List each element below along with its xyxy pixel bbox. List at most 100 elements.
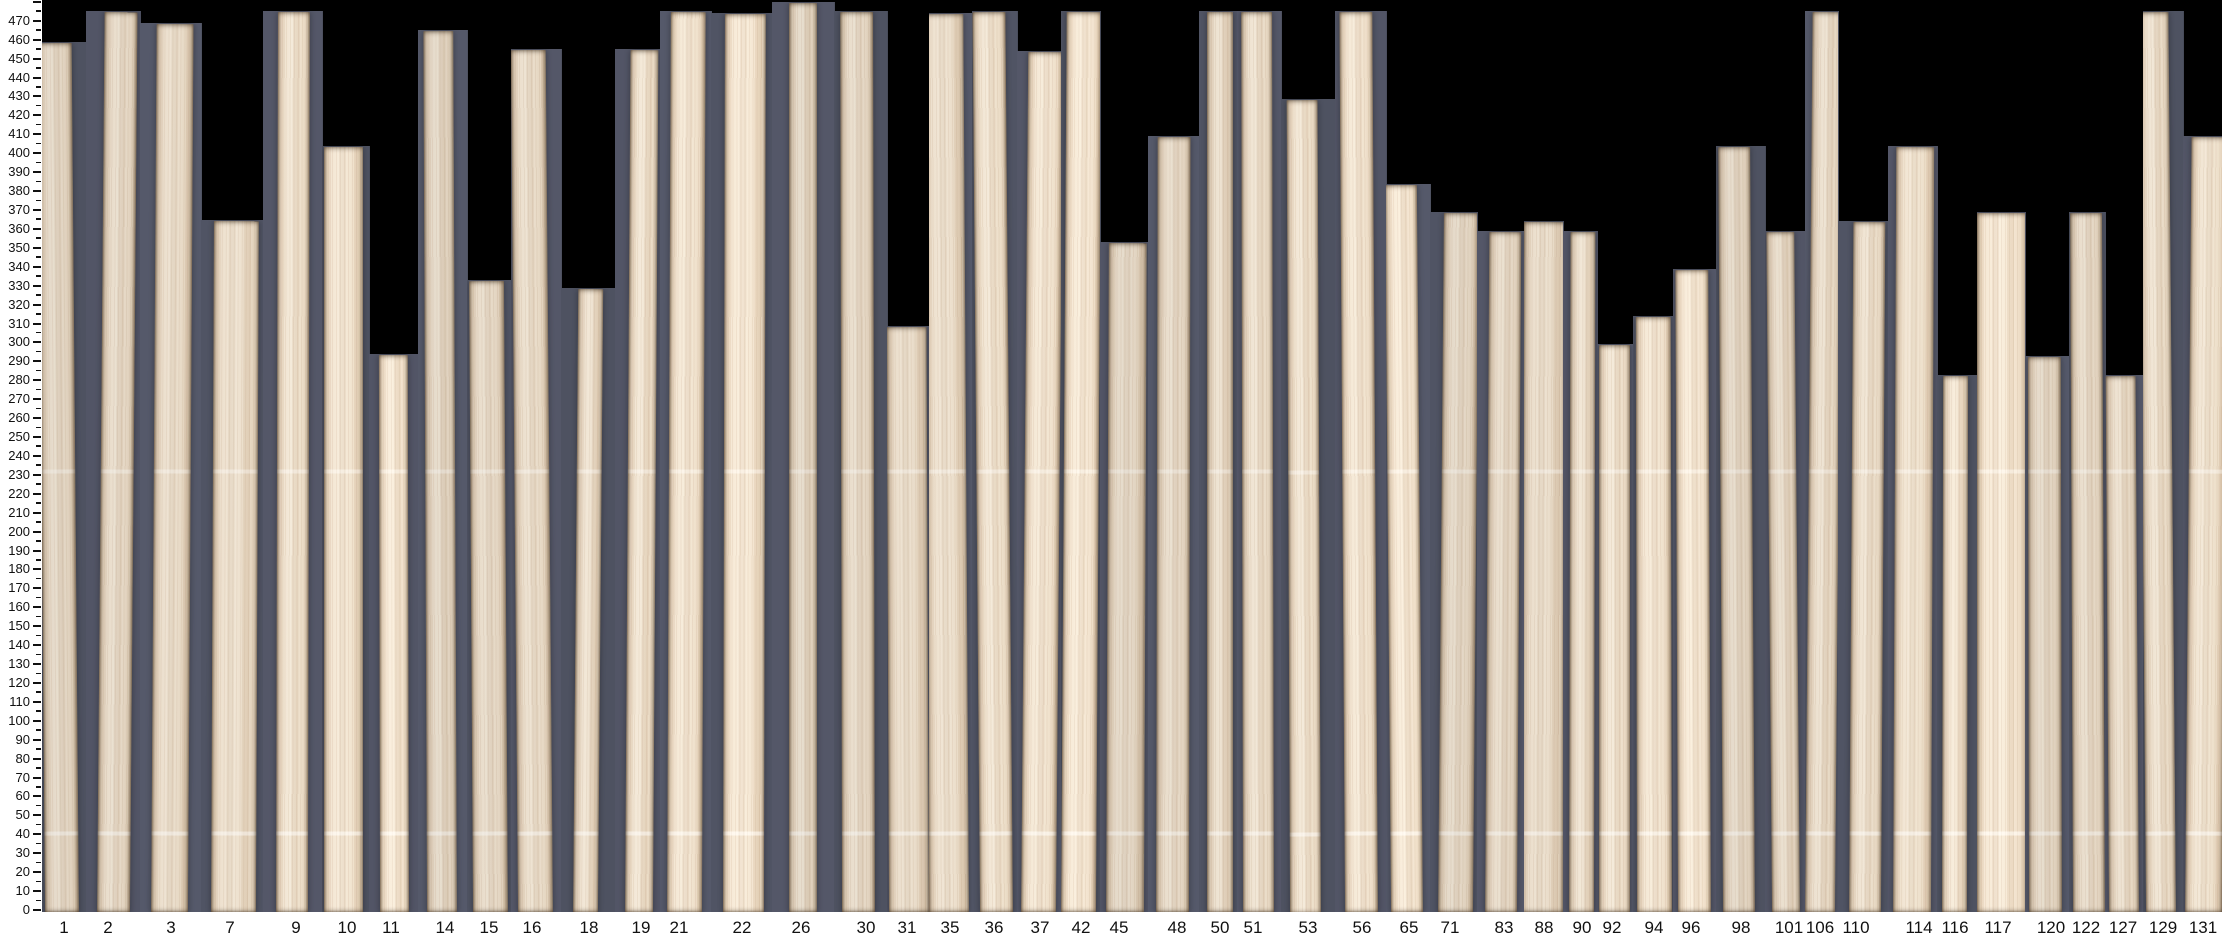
bar-photo-3 <box>139 22 202 912</box>
x-tick-label-37: 37 <box>1030 918 1050 937</box>
wood-plank <box>276 12 311 912</box>
y-tick-label-100: 100 <box>8 712 30 728</box>
wood-plank <box>1437 212 1478 912</box>
bar-photo-21 <box>660 11 712 912</box>
x-tick-label-7: 7 <box>225 918 235 937</box>
wood-plank <box>1021 52 1061 912</box>
x-tick-label-120: 120 <box>2036 918 2066 937</box>
y-major-tick <box>33 568 41 571</box>
bar-photo-31 <box>886 325 930 912</box>
x-tick-label-90: 90 <box>1572 918 1592 937</box>
y-tick-label-450: 450 <box>8 50 30 66</box>
y-minor-tick <box>36 199 41 202</box>
y-tick-label-110: 110 <box>9 693 30 709</box>
y-minor-tick <box>36 823 41 826</box>
wood-plank <box>323 146 363 912</box>
y-major-tick <box>33 663 41 666</box>
wood-plank <box>1106 243 1147 912</box>
y-major-tick <box>33 303 41 306</box>
bar-photo-110 <box>1838 221 1889 912</box>
y-major-tick <box>33 909 41 911</box>
wood-plank <box>42 42 79 912</box>
x-tick-label-83: 83 <box>1494 918 1514 937</box>
bar-photo-117 <box>1976 212 2026 912</box>
x-tick-label-92: 92 <box>1602 918 1622 937</box>
y-minor-tick <box>36 521 41 523</box>
bar-photo-26 <box>771 2 835 912</box>
y-minor-tick <box>36 275 41 277</box>
x-tick-label-117: 117 <box>1984 918 2012 937</box>
y-major-tick <box>33 492 41 495</box>
y-tick-label-340: 340 <box>8 258 30 274</box>
bar-photo-90 <box>1563 230 1598 912</box>
x-tick-label-106: 106 <box>1805 918 1835 937</box>
y-tick-label-380: 380 <box>8 183 30 199</box>
y-tick-label-300: 300 <box>8 334 30 350</box>
y-minor-tick <box>36 861 41 864</box>
y-minor-tick <box>36 123 41 126</box>
y-tick-label-10: 10 <box>15 883 30 899</box>
y-major-tick <box>33 38 41 41</box>
bar-photo-122 <box>2068 212 2106 912</box>
y-tick-label-220: 220 <box>8 485 30 501</box>
bar-photo-42 <box>1060 11 1101 912</box>
bar-photo-88 <box>1524 221 1564 912</box>
y-tick-label-50: 50 <box>15 807 30 823</box>
x-tick-label-15: 15 <box>479 918 499 937</box>
wood-plank <box>1848 222 1886 912</box>
y-tick-label-130: 130 <box>8 656 30 672</box>
y-minor-tick <box>36 729 41 731</box>
x-tick-label-3: 3 <box>166 918 176 937</box>
y-minor-tick <box>36 672 41 674</box>
wood-plank <box>2185 137 2222 912</box>
bar-photo-50 <box>1198 11 1238 912</box>
bar-photo-36 <box>972 11 1018 912</box>
wood-plank <box>1484 231 1521 912</box>
wood-plank <box>97 12 138 912</box>
y-minor-tick <box>36 10 41 12</box>
y-minor-tick <box>36 786 41 788</box>
y-minor-tick <box>36 313 41 315</box>
y-tick-label-400: 400 <box>8 145 30 161</box>
y-tick-label-270: 270 <box>8 391 30 407</box>
y-major-tick <box>33 76 41 79</box>
x-tick-label-56: 56 <box>1352 918 1372 937</box>
wood-plank <box>1286 99 1322 912</box>
y-major-tick <box>33 360 41 363</box>
bar-photo-127 <box>2104 374 2144 912</box>
y-major-tick <box>33 871 41 874</box>
bar-photo-129 <box>2143 11 2184 912</box>
bar-photo-114 <box>1887 145 1938 912</box>
y-minor-tick <box>36 748 41 750</box>
y-major-tick <box>33 757 41 760</box>
x-tick-label-88: 88 <box>1534 918 1554 937</box>
wood-plank <box>150 23 194 912</box>
y-tick-label-360: 360 <box>8 220 30 236</box>
bar-photo-71 <box>1429 212 1478 912</box>
y-minor-tick <box>36 67 41 69</box>
y-tick-label-390: 390 <box>8 164 30 180</box>
x-tick-label-9: 9 <box>291 918 301 937</box>
y-minor-tick <box>36 161 41 164</box>
y-tick-label-210: 210 <box>8 504 30 520</box>
wood-plank <box>1942 375 1969 912</box>
wood-plank <box>666 12 706 912</box>
y-tick-label-0: 0 <box>22 902 30 917</box>
x-tick-label-36: 36 <box>984 918 1004 937</box>
x-tick-label-16: 16 <box>522 918 542 937</box>
y-major-tick <box>33 625 41 628</box>
wood-plank <box>1524 222 1563 912</box>
bar-photo-56 <box>1335 11 1387 912</box>
y-minor-tick <box>36 653 41 656</box>
x-tick-label-1: 1 <box>59 918 69 937</box>
bar-photo-45 <box>1100 242 1149 912</box>
y-tick-label-150: 150 <box>8 618 30 634</box>
y-major-tick <box>33 795 41 798</box>
y-tick-label-310: 310 <box>8 315 30 331</box>
wood-plank <box>1805 12 1839 912</box>
y-minor-tick <box>36 388 41 391</box>
x-tick-label-42: 42 <box>1071 918 1091 937</box>
x-tick-label-26: 26 <box>791 918 811 937</box>
bar-photo-83 <box>1477 230 1525 912</box>
